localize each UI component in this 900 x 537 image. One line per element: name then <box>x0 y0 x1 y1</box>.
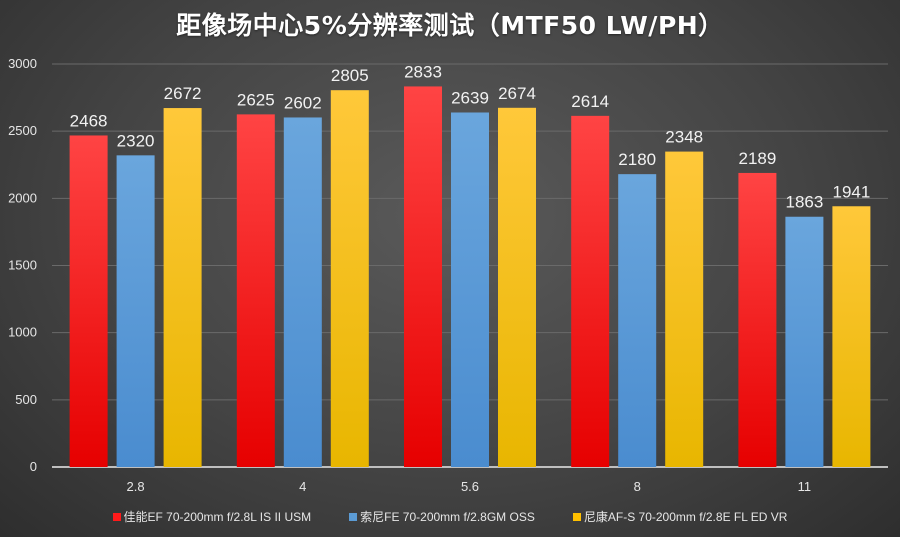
x-tick-label: 4 <box>299 479 306 494</box>
data-label: 2674 <box>498 84 536 103</box>
data-label: 2625 <box>237 90 275 109</box>
legend-swatch <box>349 512 358 521</box>
data-label: 2614 <box>571 92 609 111</box>
bar <box>832 206 871 467</box>
legend-item: 佳能EF 70-200mm f/2.8L IS II USM <box>112 508 312 525</box>
x-axis-ticks: 2.8 4 5.6 8 11 <box>127 479 812 494</box>
data-label: 2348 <box>665 128 703 147</box>
bar <box>69 135 108 467</box>
bars <box>69 86 871 468</box>
bar <box>236 114 275 467</box>
data-label: 2468 <box>70 111 108 130</box>
data-label: 1941 <box>832 182 870 201</box>
bar <box>451 112 489 468</box>
y-tick-label: 0 <box>30 459 37 474</box>
y-tick-label: 2000 <box>8 190 37 205</box>
data-label: 2189 <box>738 149 776 168</box>
bar <box>571 115 610 468</box>
data-label: 2805 <box>331 66 369 85</box>
data-label: 2320 <box>117 131 155 150</box>
chart-title: 距像场中心5%分辨率测试（MTF50 LW/PH） <box>176 11 724 40</box>
legend-item: 索尼FE 70-200mm f/2.8GM OSS <box>349 508 535 525</box>
bar <box>665 151 704 467</box>
y-tick-label: 1000 <box>8 325 37 340</box>
legend-item: 尼康AF-S 70-200mm f/2.8E FL ED VR <box>572 508 788 525</box>
x-tick-label: 2.8 <box>127 479 145 494</box>
bar <box>283 117 322 468</box>
data-label: 2639 <box>451 88 489 107</box>
bar <box>404 86 442 468</box>
bar <box>116 155 155 467</box>
data-label: 2602 <box>284 93 322 112</box>
legend-swatch <box>572 512 581 521</box>
y-tick-label: 2500 <box>8 123 37 138</box>
bar <box>163 108 202 467</box>
bar <box>785 216 824 467</box>
data-label: 2672 <box>164 84 202 103</box>
bar <box>330 90 369 467</box>
legend-label: 佳能EF 70-200mm f/2.8L IS II USM <box>123 510 312 524</box>
data-labels: 2468 2320 2672 2625 2602 2805 2833 2639 2674 2614… <box>70 62 871 211</box>
legend-swatch <box>112 512 121 521</box>
y-axis-ticks: 0 500 1000 1500 2000 2500 3000 <box>8 56 37 474</box>
y-tick-label: 1500 <box>8 258 37 273</box>
legend: 佳能EF 70-200mm f/2.8L IS II USM 索尼FE 70-20… <box>0 508 900 525</box>
x-tick-label: 8 <box>634 479 641 494</box>
bar <box>738 172 777 467</box>
x-tick-label: 5.6 <box>461 479 479 494</box>
y-tick-label: 3000 <box>8 56 37 71</box>
legend-label: 索尼FE 70-200mm f/2.8GM OSS <box>360 510 535 524</box>
y-tick-label: 500 <box>15 392 37 407</box>
legend-label: 尼康AF-S 70-200mm f/2.8E FL ED VR <box>583 510 788 524</box>
data-label: 1863 <box>785 193 823 212</box>
data-label: 2180 <box>618 150 656 169</box>
data-label: 2833 <box>404 62 442 81</box>
bar <box>498 107 536 467</box>
x-tick-label: 11 <box>798 479 812 494</box>
bar <box>618 174 657 468</box>
